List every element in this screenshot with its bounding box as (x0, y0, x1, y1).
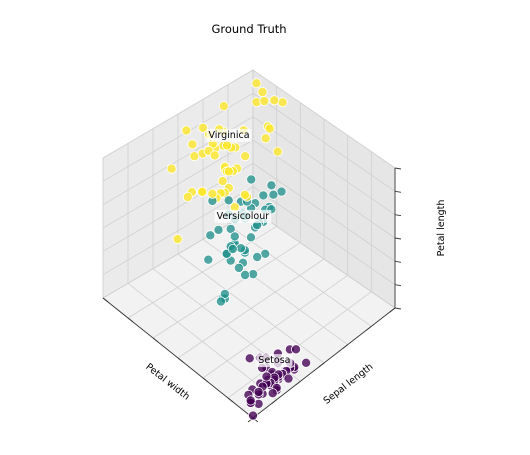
x-tick (102, 297, 109, 303)
grid-line (102, 209, 254, 299)
z-tick (394, 307, 402, 310)
data-point-virginica (269, 95, 280, 106)
data-point-versicolour (252, 251, 263, 262)
data-point-virginica (222, 140, 233, 151)
data-point-versicolour (203, 254, 214, 265)
data-point-virginica (189, 151, 200, 162)
y-tick (318, 362, 325, 368)
annotation-box (206, 128, 252, 142)
y-tick (366, 325, 372, 331)
data-point-versicolour (240, 269, 251, 280)
data-point-virginica (181, 125, 192, 136)
data-point-virginica (197, 186, 208, 197)
data-point-versicolour (246, 174, 257, 185)
data-point-virginica (272, 146, 283, 157)
y-axis-label: Sepal length (322, 361, 376, 406)
annotation-setosa: Setosa (258, 355, 290, 366)
z-axis-label: Petal length (436, 200, 447, 257)
y-tick (389, 307, 396, 313)
annotations: Setosa Versicolour Virginica (206, 128, 293, 368)
data-point-setosa (247, 410, 258, 421)
data-point-virginica (277, 97, 288, 108)
z-tick (394, 284, 402, 287)
data-point-versicolour (227, 243, 238, 254)
data-point-virginica (197, 122, 208, 133)
x-tick (127, 317, 134, 323)
data-point-versicolour (245, 232, 256, 243)
grid-line (252, 69, 396, 169)
data-point-setosa (261, 371, 272, 382)
x-axis-label: Petal width (143, 361, 191, 402)
y-tick (295, 380, 301, 386)
y-tick (271, 399, 277, 405)
data-point-versicolour (258, 190, 269, 201)
x-tick (177, 357, 184, 363)
data-point-virginica (257, 87, 268, 98)
data-point-virginica (172, 234, 183, 245)
data-point-versicolour (268, 189, 279, 200)
data-point-virginica (207, 188, 218, 199)
z-tick (394, 167, 402, 170)
data-point-versicolour (225, 223, 236, 234)
data-point-versicolour (213, 224, 224, 235)
data-point-versicolour (215, 296, 226, 307)
grid-line (252, 209, 396, 309)
annotation-versicolour: Versicolour (217, 211, 270, 222)
data-point-versicolour (229, 231, 240, 242)
data-point-versicolour (205, 230, 216, 241)
annotation-box (214, 209, 272, 223)
x-tick (202, 377, 209, 383)
z-tick (394, 214, 402, 217)
grid-line (102, 69, 254, 159)
data-point-setosa (253, 386, 264, 397)
data-point-setosa (267, 388, 278, 399)
data-point-setosa (245, 395, 256, 406)
data-point-virginica (223, 166, 234, 177)
data-point-setosa (290, 344, 301, 355)
data-point-virginica (182, 191, 193, 202)
data-point-virginica (187, 139, 198, 150)
data-point-versicolour (266, 180, 277, 191)
data-point-versicolour (233, 262, 244, 273)
z-tick (394, 190, 402, 193)
annotation-virginica: Virginica (208, 130, 249, 141)
x-tick (152, 337, 159, 343)
data-point-virginica (209, 150, 220, 161)
data-point-virginica (251, 78, 262, 89)
data-point-setosa (283, 373, 294, 384)
data-point-virginica (166, 163, 177, 174)
data-point-versicolour (219, 288, 230, 299)
data-point-virginica (264, 123, 275, 134)
data-point-versicolour (223, 195, 234, 206)
chart-title: Ground Truth (211, 22, 286, 36)
annotation-box (256, 354, 293, 368)
data-point-setosa (301, 357, 312, 368)
data-point-virginica (240, 151, 251, 162)
data-point-virginica (239, 189, 250, 200)
data-point-virginica (217, 176, 228, 187)
z-tick (394, 237, 402, 240)
x-tick (227, 397, 234, 403)
y-tick (342, 344, 348, 350)
data-point-virginica (260, 133, 271, 144)
data-point-virginica (259, 96, 270, 107)
z-tick (394, 260, 402, 263)
data-point-setosa (244, 353, 255, 364)
data-point-virginica (218, 101, 229, 112)
